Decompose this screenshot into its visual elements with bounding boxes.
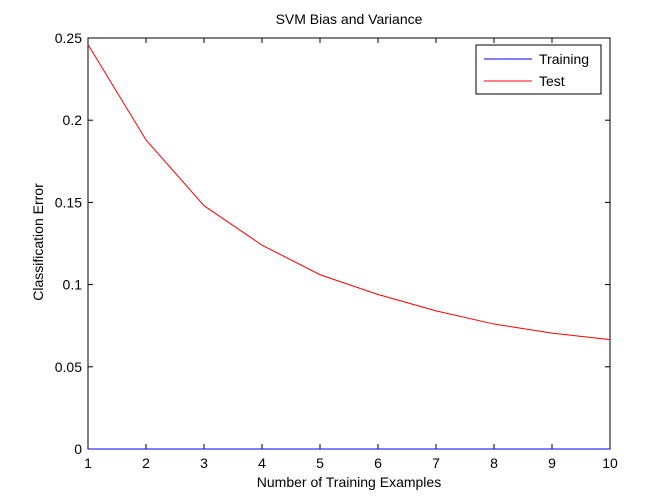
x-tick-label: 7 (432, 455, 440, 471)
x-axis-label: Number of Training Examples (256, 474, 442, 490)
y-tick-label: 0.25 (55, 30, 82, 46)
x-tick-label: 4 (258, 455, 266, 471)
x-tick-label: 5 (316, 455, 324, 471)
y-tick-label: 0.1 (63, 277, 83, 293)
y-tick-label: 0.15 (55, 194, 82, 210)
y-tick-label: 0.05 (55, 359, 82, 375)
plot-frame (87, 37, 611, 450)
x-tick-label: 10 (602, 455, 618, 471)
y-axis-label: Classification Error (30, 183, 46, 301)
chart-title: SVM Bias and Variance (275, 11, 423, 27)
y-tick-label: 0.2 (63, 112, 83, 128)
legend-box (475, 44, 602, 95)
x-tick-label: 3 (200, 455, 208, 471)
x-tick-label: 1 (84, 455, 92, 471)
legend-label-training: Training (539, 51, 589, 67)
series-line-test (87, 44, 611, 341)
x-tick-label: 2 (142, 455, 150, 471)
legend-label-test: Test (539, 73, 565, 89)
y-tick-label: 0 (74, 441, 82, 457)
x-tick-label: 8 (490, 455, 498, 471)
x-tick-label: 6 (374, 455, 382, 471)
x-tick-label: 9 (548, 455, 556, 471)
